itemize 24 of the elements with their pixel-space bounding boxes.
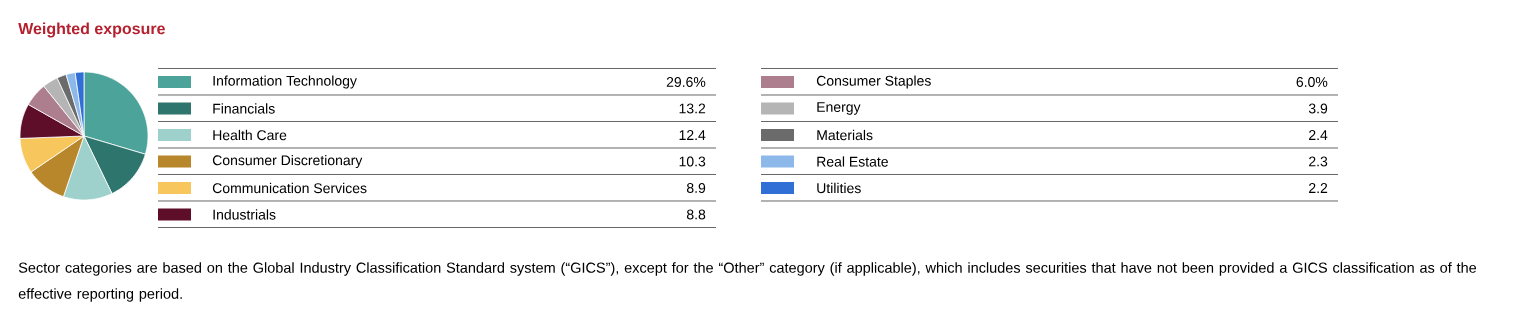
legend-label: Communication Services	[212, 182, 367, 194]
chart-title: Weighted exposure	[18, 22, 165, 38]
data-label: 2.3	[1309, 156, 1328, 167]
legend-label: Health Care	[213, 129, 287, 141]
data-label: 6.0%	[1296, 77, 1328, 87]
legend-label: Industrials	[213, 209, 276, 220]
legend-label: Consumer Staples	[816, 75, 931, 89]
text: Sector categories are based on the Global Industry Classification Standard system (“GICS”), except for the “Other” category (if applicable), which includes securities that have not been provided a GICS classification as of the effective reporting period.	[18, 262, 1477, 302]
legend-label: Consumer Discretionary	[212, 154, 363, 169]
data-label: 10.3	[679, 156, 706, 167]
data-label: 2.4	[1309, 130, 1328, 140]
legend-label: Information Technology	[213, 75, 357, 89]
data-label: 13.2	[679, 103, 706, 114]
legend-label: Financials	[213, 103, 275, 114]
legend-label: Real Estate	[817, 156, 888, 167]
data-label: 12.4	[679, 130, 706, 140]
data-label: 2.2	[1309, 183, 1328, 193]
legend-label: Energy	[817, 102, 861, 115]
legend-label: Materials	[817, 129, 873, 141]
data-label: 8.9	[686, 183, 706, 193]
data-label: 8.8	[686, 209, 706, 220]
data-label: 29.6%	[666, 77, 706, 87]
legend-label: Utilities	[817, 182, 861, 194]
data-label: 3.9	[1308, 103, 1328, 114]
